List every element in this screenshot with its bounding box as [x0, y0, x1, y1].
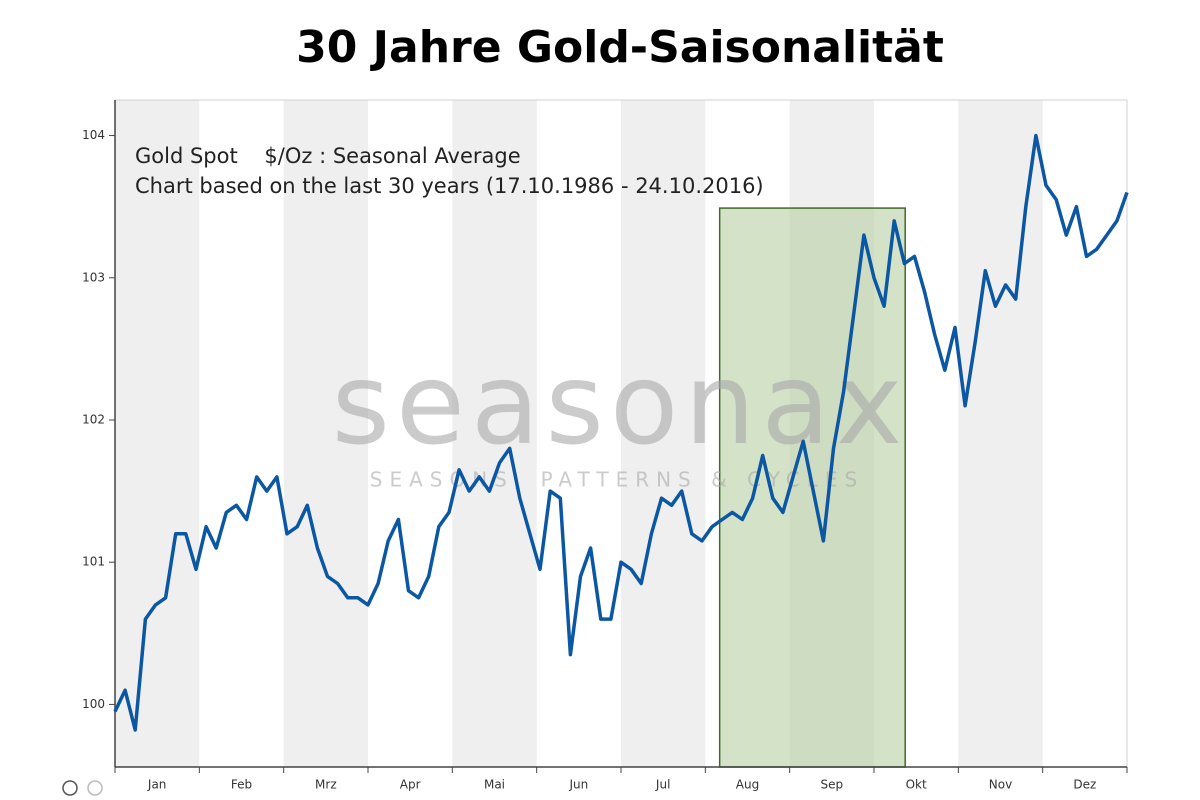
- month-band: [621, 100, 706, 767]
- series-layer: [113, 133, 1129, 732]
- y-tick-label: 102: [82, 412, 105, 426]
- watermark-logo: seasonax: [332, 340, 909, 470]
- month-band: [452, 100, 537, 767]
- watermark-tagline: SEASONS, PATTERNS & CYCLES: [370, 468, 865, 492]
- x-tick-label: Jul: [655, 778, 670, 792]
- x-tick-label: Jun: [568, 778, 588, 792]
- axes: Jan Feb Mrz Apr Mai Jun Jul Aug Sep Okt Nov Dez 100 1…: [82, 99, 1128, 792]
- subtitle: Gold Spot $/Oz : Seasonal Average: [135, 144, 521, 168]
- x-tick-label: Mai: [484, 778, 505, 792]
- x-tick-label: Jan: [147, 778, 167, 792]
- x-tick-label: Mrz: [315, 778, 337, 792]
- icon: [62, 780, 78, 796]
- watermark: seasonax SEASONS, PATTERNS & CYCLES: [332, 340, 909, 492]
- x-tick-label: Dez: [1073, 778, 1096, 792]
- x-tick-label: Aug: [736, 778, 759, 792]
- y-tick-label: 104: [82, 128, 105, 142]
- x-tick-label: Nov: [989, 778, 1012, 792]
- series-line: [113, 133, 1129, 732]
- y-tick-label: 103: [82, 270, 105, 284]
- y-tick-label: 101: [82, 555, 105, 569]
- x-tick-label: Apr: [400, 778, 421, 792]
- y-tick-label: 100: [82, 697, 105, 711]
- x-tick-label: Okt: [906, 778, 927, 792]
- x-tick-label: Feb: [231, 778, 252, 792]
- month-band: [958, 100, 1043, 767]
- month-band: [283, 100, 368, 767]
- icon: [87, 780, 103, 796]
- subtitle: Chart based on the last 30 years (17.10.…: [135, 174, 764, 198]
- x-tick-label: Sep: [821, 778, 844, 792]
- chart-title: 30 Jahre Gold-Saisonalität: [296, 22, 944, 73]
- month-band: [115, 100, 200, 767]
